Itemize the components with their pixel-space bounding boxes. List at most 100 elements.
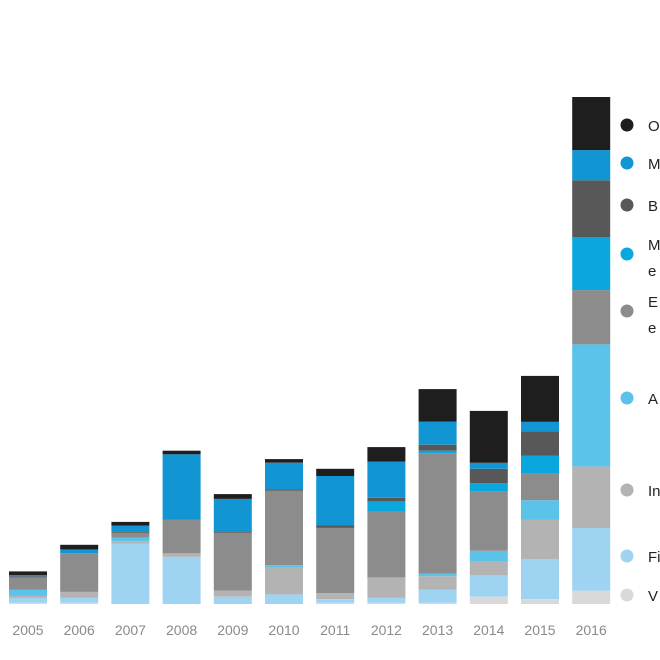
legend: O M B M e E e A In Fi V bbox=[620, 118, 660, 605]
bar-segment-2007-6 bbox=[111, 531, 150, 533]
bar-segment-2016-4 bbox=[572, 290, 611, 345]
bar-segment-2006-0 bbox=[60, 602, 99, 604]
x-tick-label: 2007 bbox=[115, 622, 146, 638]
bar-segment-2011-2 bbox=[316, 593, 355, 600]
bar-segment-2014-3 bbox=[469, 550, 508, 562]
bar-segment-2011-6 bbox=[316, 525, 355, 528]
bar-segment-2013-8 bbox=[418, 389, 457, 422]
bar-segment-2010-3 bbox=[265, 565, 303, 568]
bar-segment-2005-1 bbox=[9, 598, 47, 603]
bar-segment-2015-3 bbox=[521, 500, 559, 520]
bar-segment-2016-0 bbox=[572, 590, 611, 604]
bar-segment-2014-7 bbox=[469, 462, 508, 469]
x-tick-label: 2015 bbox=[524, 622, 555, 638]
x-tick-label: 2014 bbox=[473, 622, 504, 638]
bar-segment-2005-8 bbox=[9, 571, 47, 575]
legend-marker bbox=[620, 198, 634, 212]
bar-segment-2013-1 bbox=[418, 589, 457, 603]
bar-segment-2012-7 bbox=[367, 461, 406, 498]
bar-segment-2014-8 bbox=[469, 410, 508, 463]
x-tick-label: 2009 bbox=[217, 622, 248, 638]
bar-segment-2015-2 bbox=[521, 519, 559, 560]
bar-segment-2010-2 bbox=[265, 567, 303, 595]
legend-marker bbox=[620, 247, 634, 261]
bar-segment-2006-7 bbox=[60, 549, 99, 554]
bar-segment-2016-3 bbox=[572, 344, 611, 467]
legend-marker bbox=[620, 156, 634, 170]
bar-segment-2015-0 bbox=[521, 599, 559, 604]
bar-segment-2012-4 bbox=[367, 511, 406, 578]
x-axis-tick-labels: 2005 2006 2007 2008 2009 2010 2011 2012 2013 2014… bbox=[12, 622, 607, 638]
bar-segment-2012-1 bbox=[367, 598, 406, 603]
bar-segment-2007-1 bbox=[111, 543, 150, 604]
legend-label: In bbox=[648, 483, 660, 500]
bar-segment-2007-2 bbox=[111, 541, 150, 544]
bar-segment-2012-0 bbox=[367, 602, 406, 604]
bar-segment-2005-0 bbox=[9, 602, 47, 604]
bar-segment-2009-7 bbox=[213, 499, 252, 532]
legend-marker bbox=[620, 483, 634, 497]
bar-segment-2012-6 bbox=[367, 497, 406, 502]
bar-segment-2013-2 bbox=[418, 576, 457, 590]
bar-segment-2007-4 bbox=[111, 532, 150, 538]
legend-marker bbox=[620, 549, 634, 563]
bar-segment-2008-8 bbox=[162, 450, 201, 455]
bar-segment-2006-4 bbox=[60, 553, 99, 592]
bar-segment-2016-6 bbox=[572, 180, 611, 237]
bar-segment-2008-2 bbox=[162, 553, 201, 557]
bar-segment-2009-4 bbox=[213, 532, 252, 591]
legend-marker bbox=[620, 391, 634, 405]
bar-segment-2015-8 bbox=[521, 375, 559, 422]
bar-segment-2013-7 bbox=[418, 421, 457, 445]
bar-segment-2009-2 bbox=[213, 590, 252, 597]
bar-segment-2015-5 bbox=[521, 455, 559, 474]
legend-label: V bbox=[648, 588, 658, 605]
bar-segment-2014-6 bbox=[469, 468, 508, 484]
bar-segment-2010-1 bbox=[265, 594, 303, 604]
bar-segment-2013-0 bbox=[418, 602, 457, 604]
bar-segment-2013-6 bbox=[418, 444, 457, 451]
legend-marker bbox=[620, 588, 634, 602]
x-tick-label: 2010 bbox=[268, 622, 299, 638]
bar-segment-2010-4 bbox=[265, 490, 303, 566]
bar-segment-2012-2 bbox=[367, 577, 406, 598]
bar-segment-2012-8 bbox=[367, 447, 406, 462]
legend-label: A bbox=[648, 391, 658, 408]
bar-segment-2014-5 bbox=[469, 483, 508, 492]
bar-segment-2014-0 bbox=[469, 596, 508, 604]
bar-segment-2005-6 bbox=[9, 576, 47, 578]
bar-segment-2009-1 bbox=[213, 596, 252, 604]
bar-segment-2013-3 bbox=[418, 573, 457, 577]
x-tick-label: 2006 bbox=[64, 622, 95, 638]
bar-segment-2016-5 bbox=[572, 237, 611, 291]
x-tick-label: 2012 bbox=[371, 622, 402, 638]
bar-segment-2010-6 bbox=[265, 489, 303, 491]
legend-label: O bbox=[648, 118, 660, 135]
legend-label: M bbox=[648, 156, 660, 173]
bar-segment-2016-7 bbox=[572, 150, 611, 181]
x-tick-label: 2016 bbox=[576, 622, 607, 638]
bar-segment-2012-5 bbox=[367, 501, 406, 512]
x-tick-label: 2013 bbox=[422, 622, 453, 638]
bar-segment-2015-7 bbox=[521, 421, 559, 432]
bar-segment-2011-0 bbox=[316, 602, 355, 604]
bar-segment-2016-2 bbox=[572, 466, 611, 528]
bar-segment-2005-3 bbox=[9, 589, 47, 596]
bar-segment-2008-4 bbox=[162, 519, 201, 554]
x-tick-label: 2005 bbox=[12, 622, 43, 638]
bar-segment-2015-1 bbox=[521, 559, 559, 600]
bar-segment-2008-1 bbox=[162, 556, 201, 604]
bar-segment-2008-7 bbox=[162, 454, 201, 520]
bar-segment-2005-2 bbox=[9, 595, 47, 598]
x-tick-label: 2008 bbox=[166, 622, 197, 638]
bar-segment-2010-7 bbox=[265, 462, 303, 490]
bar-segment-2010-8 bbox=[265, 459, 303, 463]
bars-layer bbox=[9, 97, 611, 604]
bar-segment-2005-7 bbox=[9, 575, 47, 577]
bar-segment-2015-6 bbox=[521, 431, 559, 456]
legend-label: B bbox=[648, 198, 658, 215]
bar-segment-2009-6 bbox=[213, 531, 252, 533]
